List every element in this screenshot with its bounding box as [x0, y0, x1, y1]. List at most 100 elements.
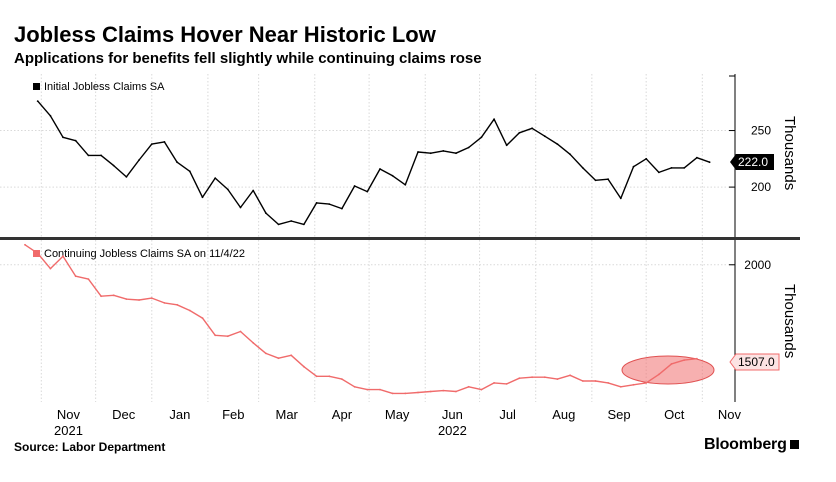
data-point — [417, 151, 419, 153]
continuing-claims-points — [24, 243, 698, 395]
initial-claims-legend-label: Initial Jobless Claims SA — [44, 81, 165, 93]
data-point — [290, 220, 293, 222]
data-point — [391, 392, 394, 395]
data-point — [239, 330, 242, 333]
initial-claims-legend-swatch — [33, 83, 40, 90]
continuing-claims-series-line — [24, 244, 697, 395]
data-point — [188, 309, 191, 312]
data-point — [303, 365, 305, 368]
data-point — [594, 380, 597, 382]
data-point — [49, 114, 52, 117]
data-point — [556, 378, 559, 380]
data-point — [328, 375, 331, 378]
data-point — [455, 390, 457, 393]
data-point — [112, 294, 115, 297]
data-point — [543, 376, 546, 379]
x-tick-label: Jun — [442, 407, 463, 422]
data-point — [543, 135, 546, 138]
initial-claims-y-ticks: 200 250 — [729, 124, 771, 194]
x-tick-label: Feb — [222, 407, 244, 422]
continuing-claims-legend-swatch — [33, 250, 40, 257]
data-point — [581, 380, 584, 382]
data-point — [328, 203, 331, 206]
x-tick-label: Aug — [552, 407, 575, 422]
data-point — [138, 159, 141, 161]
data-point — [315, 375, 318, 378]
data-point — [74, 139, 77, 142]
data-point — [518, 131, 521, 134]
data-point — [150, 297, 153, 299]
data-point — [239, 206, 242, 209]
data-point — [429, 390, 432, 393]
data-point — [214, 334, 217, 337]
continuing-claims-last-value-box — [729, 353, 780, 371]
data-point — [265, 212, 267, 215]
data-point — [442, 389, 445, 392]
data-point — [150, 143, 153, 146]
data-point — [658, 171, 660, 174]
data-point — [353, 385, 356, 388]
data-point — [36, 100, 39, 102]
data-point — [252, 189, 255, 192]
data-point — [455, 152, 457, 155]
data-point — [505, 144, 508, 147]
data-point — [366, 190, 369, 193]
data-point — [379, 388, 381, 391]
data-point — [518, 377, 521, 380]
data-point — [696, 357, 698, 360]
x-tick-label: Mar — [275, 407, 298, 422]
data-point — [226, 188, 229, 191]
data-point — [112, 164, 115, 167]
data-point — [214, 177, 217, 180]
initial-claims-y-label: Thousands — [781, 116, 798, 190]
continuing-claims-legend: Continuing Jobless Claims SA on 11/4/22 — [33, 248, 245, 260]
panel-divider — [0, 237, 800, 240]
data-point — [619, 385, 622, 388]
continuing-claims-last-value: 1507.0 — [729, 353, 780, 371]
data-point — [24, 243, 26, 246]
data-point — [670, 363, 673, 365]
data-point — [645, 382, 648, 384]
data-point — [632, 165, 635, 168]
initial-claims-points — [36, 100, 711, 226]
data-point — [36, 252, 39, 255]
data-point — [62, 136, 64, 139]
data-point — [176, 303, 179, 306]
data-point — [87, 278, 90, 280]
data-point — [163, 302, 166, 304]
data-point — [607, 382, 609, 384]
data-point — [290, 354, 293, 357]
continuing-claims-grid — [0, 240, 735, 402]
x-tick-label: Oct — [664, 407, 685, 422]
data-point — [594, 179, 597, 182]
data-point — [353, 185, 356, 187]
data-point — [493, 118, 495, 121]
data-point — [505, 383, 508, 385]
data-point — [480, 388, 483, 391]
bloomberg-logo-text: Bloomberg — [704, 436, 787, 453]
initial-claims-series-line — [37, 100, 710, 226]
data-point — [74, 275, 77, 278]
y-tick-label: 250 — [751, 124, 771, 138]
initial-claims-legend: Initial Jobless Claims SA — [33, 81, 165, 93]
data-point — [341, 378, 343, 380]
data-point — [708, 161, 711, 164]
data-point — [404, 183, 407, 186]
data-point — [683, 167, 686, 169]
x-tick-label: Jan — [169, 407, 190, 422]
data-point — [645, 157, 648, 160]
x-year-label: 2022 — [438, 423, 467, 438]
continuing-claims-highlight-ellipse — [621, 355, 715, 385]
data-point — [467, 146, 470, 149]
data-point — [188, 170, 191, 173]
data-point — [429, 152, 432, 155]
data-point — [341, 207, 343, 210]
y-tick-label: 2000 — [744, 258, 771, 272]
data-point — [683, 359, 686, 361]
source-note: Source: Labor Department — [14, 440, 166, 454]
data-point — [531, 376, 533, 379]
x-axis-ticks: Nov Dec Jan Feb Mar Apr May Jun Jul Aug Sep Oct Nov2… — [54, 407, 742, 438]
data-point — [658, 373, 660, 376]
data-point — [176, 161, 179, 164]
data-point — [87, 154, 90, 157]
